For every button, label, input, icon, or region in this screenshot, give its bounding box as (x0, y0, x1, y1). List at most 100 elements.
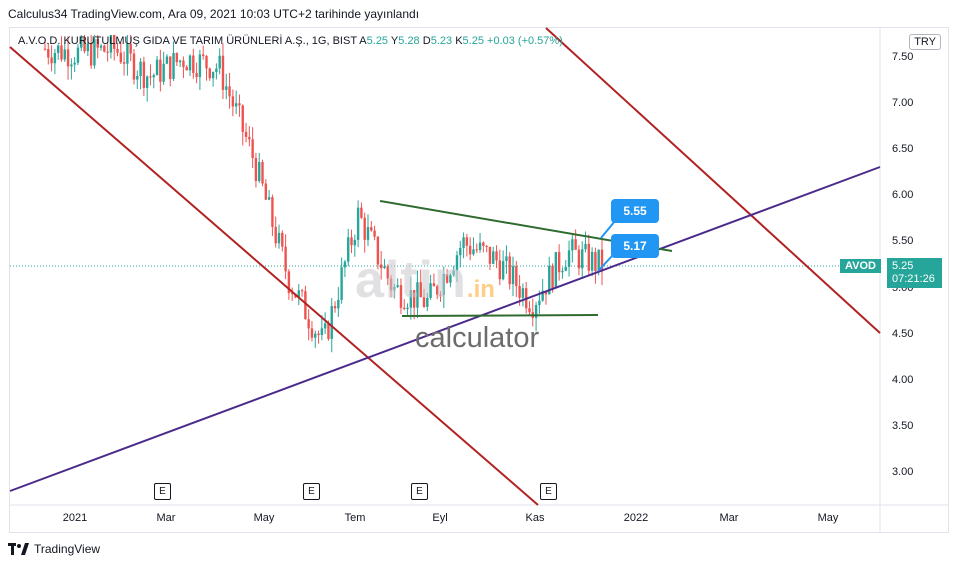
candle-body (47, 49, 50, 58)
candle-body (498, 260, 502, 280)
earnings-badge-eyl[interactable]: E (411, 483, 428, 500)
candle-body (261, 162, 264, 184)
candle-body (320, 328, 324, 335)
candle-body (234, 103, 238, 107)
candle-body (192, 55, 195, 74)
candle-body (122, 62, 126, 64)
candle-body (149, 76, 152, 78)
candle-body (581, 249, 584, 269)
candle-body (594, 251, 597, 271)
candle-body (251, 139, 254, 158)
tradingview-logo-icon (8, 543, 29, 555)
candle-body (429, 283, 432, 298)
triangle-lower-line (401, 314, 599, 317)
candle-body (584, 243, 587, 250)
candle-body (492, 251, 495, 264)
earnings-badge-tem[interactable]: E (303, 483, 320, 500)
candle-body (73, 62, 76, 65)
candle-body (485, 245, 488, 247)
candle-body (152, 75, 155, 78)
candle-body (376, 236, 380, 265)
candle-body (202, 54, 205, 57)
candle-body (136, 75, 139, 80)
open-value: 5.25 (366, 35, 389, 47)
callout-lower-pointer (597, 254, 614, 272)
earnings-badge-mar[interactable]: E (154, 483, 171, 500)
footer-brand[interactable]: TradingView (8, 542, 100, 556)
candle-body (587, 243, 591, 271)
candle-body (287, 271, 291, 294)
close-value: 5.25 (462, 35, 484, 47)
x-tick-label: Mar (156, 512, 176, 524)
callout-upper-pointer (600, 220, 616, 239)
candle-body (323, 323, 327, 329)
candle-body (340, 267, 343, 300)
candle-body (205, 56, 208, 69)
candle-body (422, 297, 426, 307)
watermark-subtitle: calculator (415, 322, 540, 354)
candle-body (571, 239, 574, 251)
candle-body (103, 45, 106, 52)
candle-body (403, 307, 406, 309)
candle-body (333, 306, 337, 309)
candle-body (304, 291, 307, 320)
candle-body (327, 323, 330, 339)
candle-body (248, 136, 251, 140)
symbol-legend[interactable]: A.V.O.D. KURUTULMUŞ GIDA VE TARIM ÜRÜNLE… (18, 35, 563, 47)
last-price: 5.25 (892, 260, 914, 272)
earnings-badge-kas[interactable]: E (540, 483, 557, 500)
candle-body (99, 45, 103, 48)
candle-body (274, 226, 277, 244)
y-tick-label: 4.00 (892, 373, 914, 386)
candle-body (505, 256, 508, 262)
candle-body (169, 56, 172, 79)
candle-body (383, 266, 386, 269)
callout-lower[interactable]: 5.17 (611, 234, 659, 258)
candle-body (495, 251, 498, 261)
y-tick-label: 3.00 (892, 466, 914, 478)
candle-body (218, 55, 221, 69)
candle-body (370, 227, 373, 231)
candle-body (478, 242, 482, 250)
candle-body (386, 266, 389, 279)
candle-body (557, 252, 561, 273)
candle-body (541, 290, 544, 301)
candle-body (145, 76, 149, 88)
y-tick-label: 7.00 (892, 97, 914, 110)
candle-body (317, 333, 320, 335)
symbol-title: A.V.O.D. KURUTULMUŞ GIDA VE TARIM ÜRÜNLE… (18, 35, 357, 47)
candle-body (548, 265, 551, 295)
candle-body (139, 61, 142, 76)
candle-body (89, 43, 93, 66)
candle-body (511, 266, 515, 285)
candle-body (366, 227, 370, 240)
currency-badge[interactable]: TRY (909, 34, 941, 50)
callout-upper[interactable]: 5.55 (611, 199, 659, 223)
candle-body (600, 249, 604, 272)
candle-body (445, 274, 449, 283)
candle-body (396, 285, 399, 287)
candle-body (241, 105, 244, 132)
candle-body (561, 270, 564, 273)
candle-body (76, 47, 80, 63)
candle-body (307, 319, 310, 329)
candle-body (436, 286, 439, 295)
candle-body (462, 237, 465, 248)
symbol-price-tag: AVOD (840, 259, 881, 273)
candle-body (508, 256, 511, 285)
candle-body (198, 54, 202, 78)
candle-body (129, 43, 132, 54)
candle-body (63, 49, 66, 60)
candle-body (208, 68, 211, 79)
watermark-logo-text: altin.in (355, 251, 495, 309)
candle-body (70, 64, 73, 67)
candle-body (538, 300, 541, 306)
candle-body (475, 249, 478, 251)
candle-body (258, 162, 261, 182)
candle-body (106, 51, 109, 53)
candle-body (373, 230, 376, 237)
channel-lower-line (9, 46, 539, 506)
chart-area[interactable] (9, 27, 949, 533)
y-tick-label: 6.50 (892, 143, 914, 156)
